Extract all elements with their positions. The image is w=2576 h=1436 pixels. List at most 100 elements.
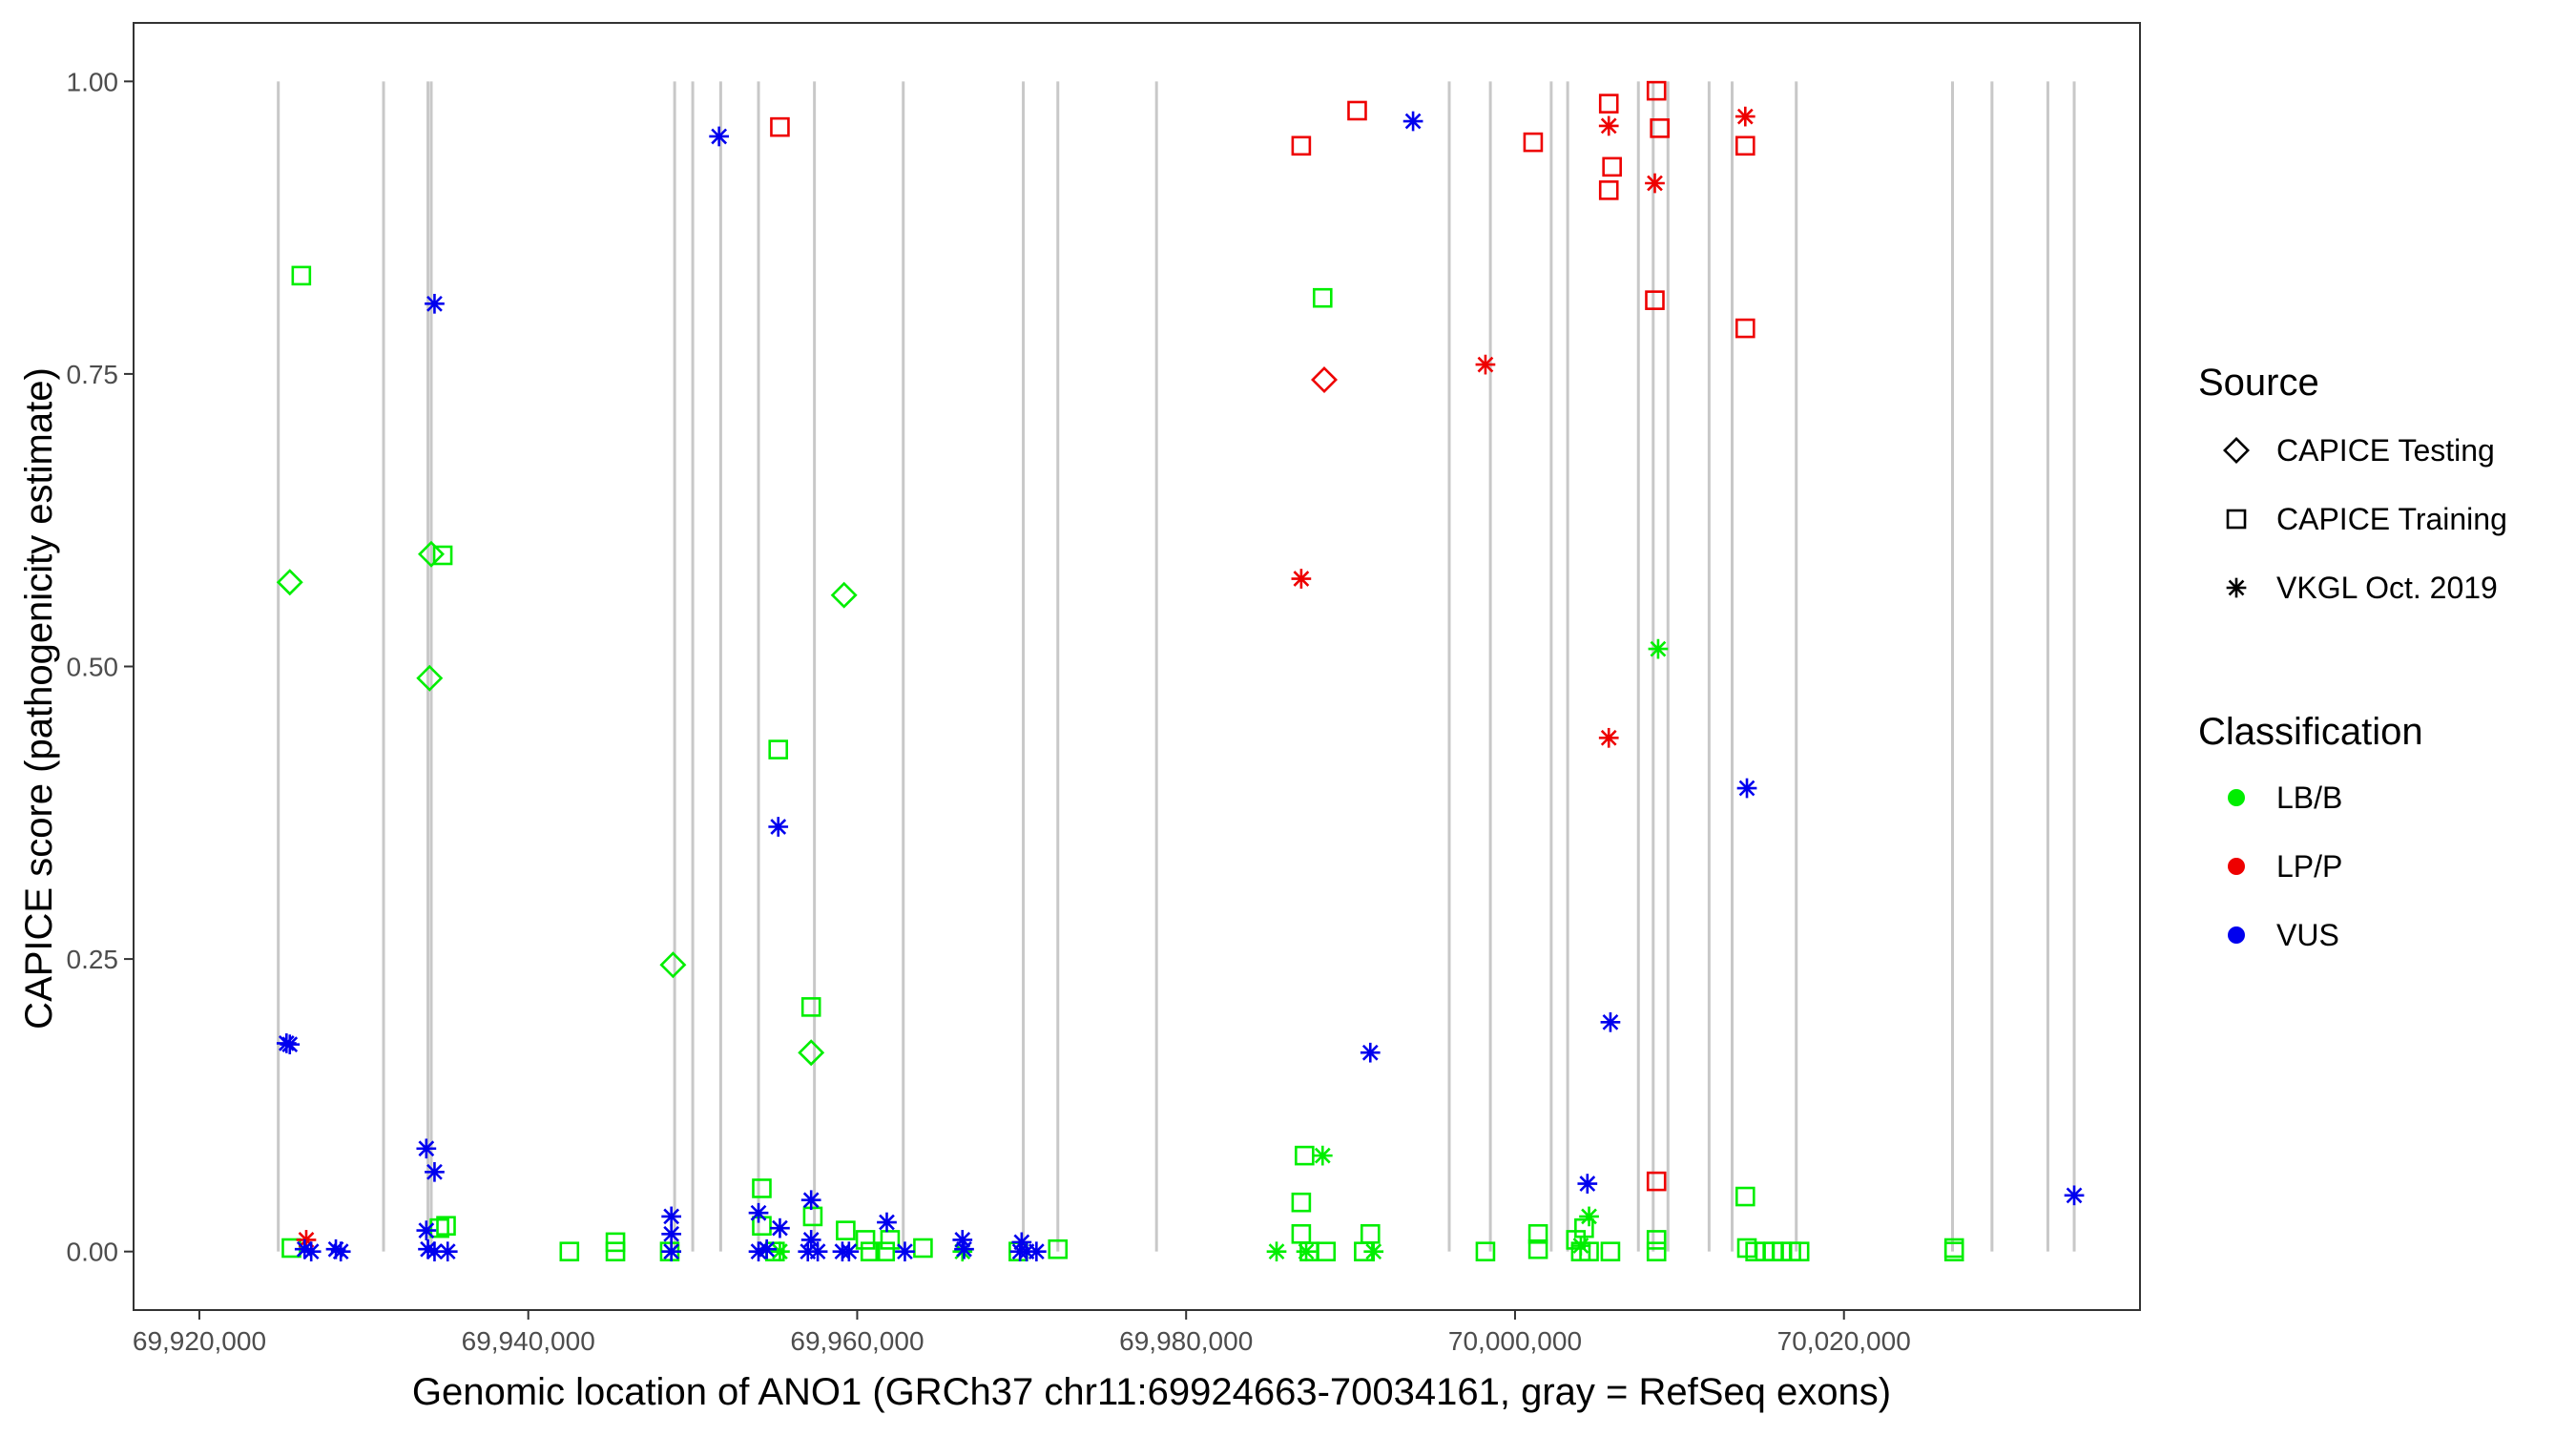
data-point [1475,1241,1496,1261]
legend-label: LB/B [2276,780,2342,815]
data-point [770,1241,790,1262]
data-point [1523,132,1544,153]
data-point [1735,1186,1755,1207]
data-point [880,1230,901,1250]
data-point [798,1039,825,1067]
legend: Source CAPICE Testing CAPICE Training VKGL… [2198,362,2507,952]
data-point [661,1206,682,1227]
data-point [1570,1236,1591,1256]
legend-label: VUS [2276,918,2339,952]
data-point [1736,778,1757,799]
data-point [768,739,789,760]
data-point [659,951,687,979]
data-point [276,569,303,596]
legend-key-dot [2228,789,2245,806]
data-point [830,581,858,609]
data-point [757,1238,778,1259]
data-point [1347,100,1367,121]
legend-key-square [2226,509,2247,530]
data-point [1648,638,1669,659]
data-point [855,1230,876,1250]
data-point [895,1241,915,1262]
data-point [276,1033,297,1053]
data-point [1363,1241,1384,1262]
legend-classification-title: Classification [2198,711,2423,753]
data-point [1646,1171,1667,1192]
x-tick-label: 69,980,000 [1119,1326,1253,1356]
x-tick-label: 69,940,000 [462,1326,595,1356]
data-point [752,1178,772,1198]
data-point [330,1241,351,1262]
data-point [768,817,789,837]
exon-lines [277,81,2076,1252]
y-tick-label: 1.00 [67,67,119,96]
data-point [1943,1241,1964,1261]
data-point [1295,1145,1315,1166]
data-point [800,997,821,1017]
x-tick-label: 69,960,000 [790,1326,924,1356]
data-point [770,116,790,137]
data-point [1598,94,1619,114]
legend-classification-items: LB/B LP/P VUS [2228,780,2342,952]
legend-source-items: CAPICE Testing CAPICE Training VKGL Oct. 2… [2223,433,2507,605]
data-point [425,1161,445,1182]
data-point [416,1220,437,1240]
data-point [1574,1217,1594,1238]
data-point [1650,118,1670,138]
data-point [661,1241,682,1262]
data-point [1527,1238,1548,1259]
data-point [752,1216,772,1237]
data-point [432,545,453,566]
legend-key-diamond [2223,437,2250,464]
data-point [1402,111,1423,132]
x-axis-ticks: 69,920,000 69,940,000 69,960,000 69,980,000… [133,1310,1911,1356]
data-point [1048,1238,1069,1259]
data-point [913,1238,933,1259]
data-point [1600,1011,1621,1032]
data-point [877,1212,897,1233]
y-tick-label: 0.00 [67,1238,119,1267]
data-point [875,1241,896,1261]
data-point [836,1220,856,1240]
x-tick-label: 70,020,000 [1777,1326,1911,1356]
x-tick-label: 70,000,000 [1448,1326,1582,1356]
data-point [748,1202,769,1223]
data-point [1735,318,1755,339]
data-point [1735,135,1755,156]
data-point [436,1216,456,1237]
legend-label: CAPICE Training [2276,502,2507,536]
data-point [807,1241,828,1262]
data-point [1312,287,1333,308]
data-point [800,1190,821,1211]
y-tick-label: 0.50 [67,653,119,682]
data-point [425,293,445,314]
data-point [1600,1241,1621,1261]
data-point [429,1217,449,1238]
data-point [839,1241,860,1262]
data-point [1291,1223,1312,1244]
data-point [605,1232,626,1253]
data-point [1602,156,1622,177]
data-point [661,1223,682,1244]
legend-source-title: Source [2198,362,2319,404]
data-point [1312,1145,1333,1166]
legend-label: CAPICE Testing [2276,433,2495,468]
data-point [1646,80,1667,101]
data-point [1527,1223,1548,1244]
data-point [1291,135,1312,156]
y-tick-label: 0.25 [67,945,119,974]
x-axis-title: Genomic location of ANO1 (GRCh37 chr11:6… [412,1371,1891,1413]
data-point [416,664,444,692]
legend-key-dot [2228,858,2245,875]
data-point [291,265,312,286]
data-point [2064,1185,2085,1206]
data-points [276,80,2085,1262]
legend-label: VKGL Oct. 2019 [2276,571,2498,605]
data-point [301,1241,322,1262]
plot-panel-border [133,22,2141,1311]
data-point [1360,1223,1381,1244]
data-point [1360,1042,1381,1063]
data-point [1266,1241,1287,1262]
data-point [1598,180,1619,200]
